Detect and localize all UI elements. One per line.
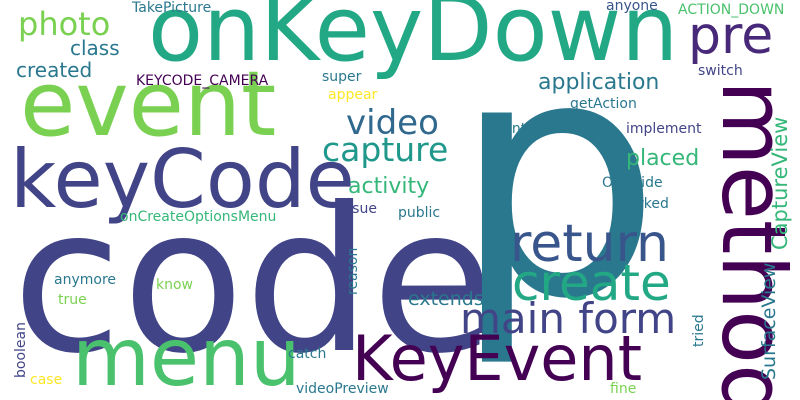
word-implement: implement — [626, 121, 702, 137]
word-event: event — [20, 52, 277, 157]
word-placed: placed — [626, 146, 700, 171]
word-case: case — [30, 372, 63, 388]
word-video: video — [346, 103, 439, 143]
word-keyevent: KeyEvent — [352, 322, 643, 395]
word-oncreateoptionsmenu: onCreateOptionsMenu — [120, 209, 277, 225]
word-super: super — [322, 69, 362, 85]
word-issue: issue — [341, 201, 377, 217]
word-photo: photo — [18, 5, 111, 43]
word-application: application — [538, 70, 660, 95]
word-catch: catch — [288, 346, 327, 362]
word-anyone: anyone — [606, 0, 658, 14]
word-action-down: ACTION_DOWN — [678, 2, 785, 18]
word-keycode: keyCode — [10, 133, 355, 226]
word-main-form: main form — [460, 294, 677, 343]
word-know: know — [156, 277, 193, 293]
word-extends: extends — [408, 288, 484, 310]
word-boolean: boolean — [13, 322, 29, 378]
word-create: create — [512, 254, 671, 312]
word-p: p — [452, 0, 662, 371]
word-public: public — [398, 205, 441, 221]
word-tried: tried — [691, 314, 707, 347]
word-override: Override — [602, 175, 663, 191]
word-class: class — [70, 36, 120, 60]
word-code: code — [12, 165, 495, 398]
word-int: int — [508, 121, 527, 137]
word-onkeydown: onKeyDown — [148, 0, 679, 82]
word-activity: activity — [348, 174, 430, 199]
word-created: created — [16, 58, 93, 82]
word-reason: reason — [345, 247, 361, 295]
word-pre: pre — [688, 6, 774, 66]
word-surfaceview: SurfaceView — [758, 262, 780, 380]
word-switch: switch — [698, 63, 743, 79]
word-true: true — [58, 292, 87, 308]
word-worked: worked — [618, 196, 669, 212]
word-captureview: CaptureView — [768, 116, 792, 250]
word-return: return — [510, 214, 669, 274]
word-menu: menu — [72, 311, 301, 400]
word-videopreview: videoPreview — [296, 381, 389, 397]
word-anymore: anymore — [54, 272, 117, 288]
word-getaction: getAction — [570, 96, 637, 112]
word-keycode-camera: KEYCODE_CAMERA — [136, 73, 269, 89]
word-capture: capture — [322, 130, 449, 169]
word-takepicture: TakePicture — [132, 0, 212, 16]
word-appear: appear — [328, 87, 378, 103]
word-fine: fine — [610, 381, 637, 397]
